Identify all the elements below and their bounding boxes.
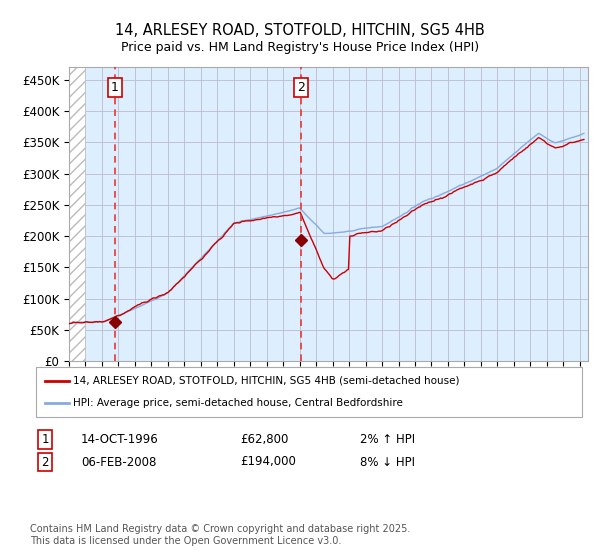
Text: 06-FEB-2008: 06-FEB-2008 [81, 455, 157, 469]
Text: Price paid vs. HM Land Registry's House Price Index (HPI): Price paid vs. HM Land Registry's House … [121, 41, 479, 54]
Text: £194,000: £194,000 [240, 455, 296, 469]
Text: 8% ↓ HPI: 8% ↓ HPI [360, 455, 415, 469]
Text: 1: 1 [41, 433, 49, 446]
Text: HPI: Average price, semi-detached house, Central Bedfordshire: HPI: Average price, semi-detached house,… [73, 398, 403, 408]
Text: 2: 2 [297, 81, 305, 94]
Text: £62,800: £62,800 [240, 433, 289, 446]
Text: 14, ARLESEY ROAD, STOTFOLD, HITCHIN, SG5 4HB: 14, ARLESEY ROAD, STOTFOLD, HITCHIN, SG5… [115, 24, 485, 38]
Text: 2% ↑ HPI: 2% ↑ HPI [360, 433, 415, 446]
Bar [69, 67, 85, 361]
Text: 1: 1 [111, 81, 119, 94]
Text: 14-OCT-1996: 14-OCT-1996 [81, 433, 159, 446]
Text: 2: 2 [41, 455, 49, 469]
Text: Contains HM Land Registry data © Crown copyright and database right 2025.
This d: Contains HM Land Registry data © Crown c… [30, 524, 410, 546]
Text: 14, ARLESEY ROAD, STOTFOLD, HITCHIN, SG5 4HB (semi-detached house): 14, ARLESEY ROAD, STOTFOLD, HITCHIN, SG5… [73, 376, 460, 386]
